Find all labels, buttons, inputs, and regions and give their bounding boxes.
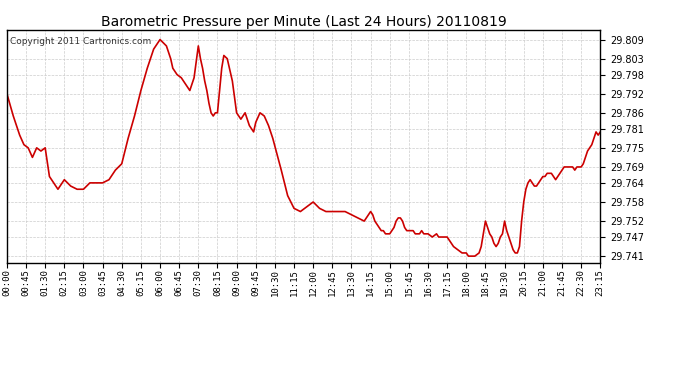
Title: Barometric Pressure per Minute (Last 24 Hours) 20110819: Barometric Pressure per Minute (Last 24 … [101,15,506,29]
Text: Copyright 2011 Cartronics.com: Copyright 2011 Cartronics.com [10,37,151,46]
